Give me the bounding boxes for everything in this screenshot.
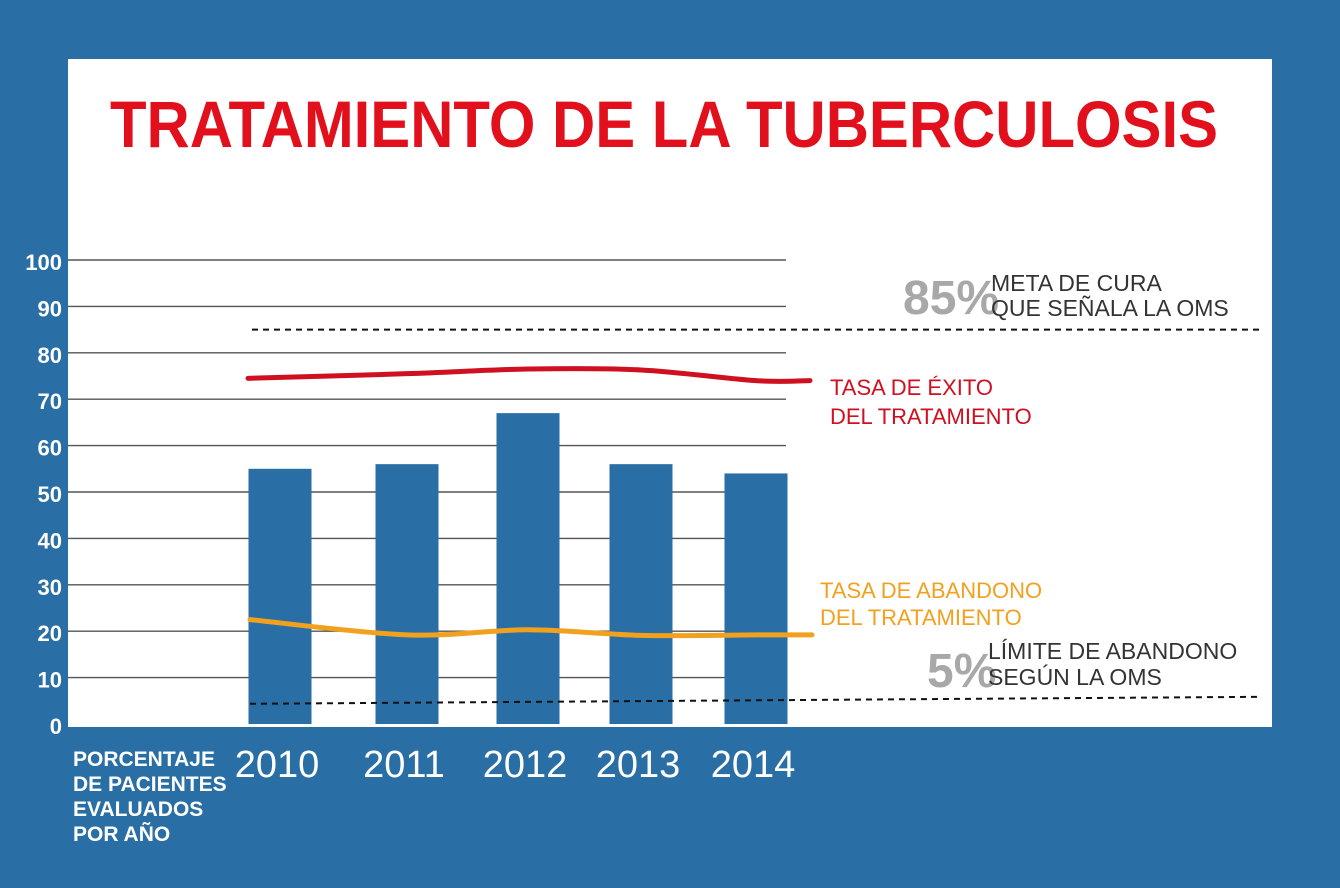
y-axis-label-line: PORCENTAJE bbox=[73, 748, 215, 771]
y-tick-label: 70 bbox=[38, 389, 62, 414]
bar-series bbox=[248, 413, 788, 724]
series-label-line: DEL TRATAMIENTO bbox=[820, 605, 1022, 630]
reference-big-label: 5% bbox=[927, 645, 996, 698]
y-tick-label: 90 bbox=[38, 296, 62, 321]
x-tick-label: 2011 bbox=[363, 744, 445, 786]
y-tick-label: 20 bbox=[38, 621, 62, 646]
series-label-line: TASA DE ÉXITO bbox=[830, 375, 993, 400]
reference-line bbox=[249, 695, 1263, 705]
x-tick-label: 2010 bbox=[235, 744, 320, 786]
y-axis-label-line: POR AÑO bbox=[73, 823, 170, 846]
y-tick-label: 0 bbox=[50, 714, 62, 739]
reference-label-line: LÍMITE DE ABANDONO bbox=[988, 638, 1237, 664]
x-tick-label: 2014 bbox=[711, 744, 796, 786]
series-label-line: TASA DE ABANDONO bbox=[820, 578, 1042, 603]
y-tick-label: 60 bbox=[38, 436, 62, 461]
y-axis: 0 10 20 30 40 50 60 70 80 90 100 bbox=[25, 250, 62, 739]
bar bbox=[496, 413, 560, 724]
y-tick-label: 30 bbox=[38, 575, 62, 600]
reference-label-line: SEGÚN LA OMS bbox=[988, 664, 1162, 690]
bar bbox=[724, 473, 788, 724]
y-tick-label: 100 bbox=[25, 250, 62, 275]
bar bbox=[248, 468, 312, 724]
y-tick-label: 50 bbox=[38, 482, 62, 507]
reference-label-line: QUE SEÑALA LA OMS bbox=[991, 295, 1229, 321]
bar bbox=[609, 464, 673, 724]
y-tick-label: 80 bbox=[38, 343, 62, 368]
x-axis: 2010 2011 2012 2013 2014 bbox=[235, 744, 796, 786]
y-axis-label-line: EVALUADOS bbox=[73, 798, 203, 821]
series-line bbox=[247, 617, 815, 639]
reference-big-label: 85% bbox=[903, 272, 999, 325]
y-tick-label: 10 bbox=[38, 668, 62, 693]
x-tick-label: 2012 bbox=[483, 744, 568, 786]
reference-label-line: META DE CURA bbox=[991, 270, 1162, 296]
y-axis-label-line: DE PACIENTES bbox=[73, 773, 227, 796]
y-tick-label: 40 bbox=[38, 528, 62, 553]
x-tick-label: 2013 bbox=[596, 744, 681, 786]
chart-title: TRATAMIENTO DE LA TUBERCULOSIS bbox=[110, 87, 1218, 161]
series-line bbox=[245, 366, 813, 384]
bar bbox=[375, 464, 439, 724]
series-label-line: DEL TRATAMIENTO bbox=[830, 404, 1032, 429]
